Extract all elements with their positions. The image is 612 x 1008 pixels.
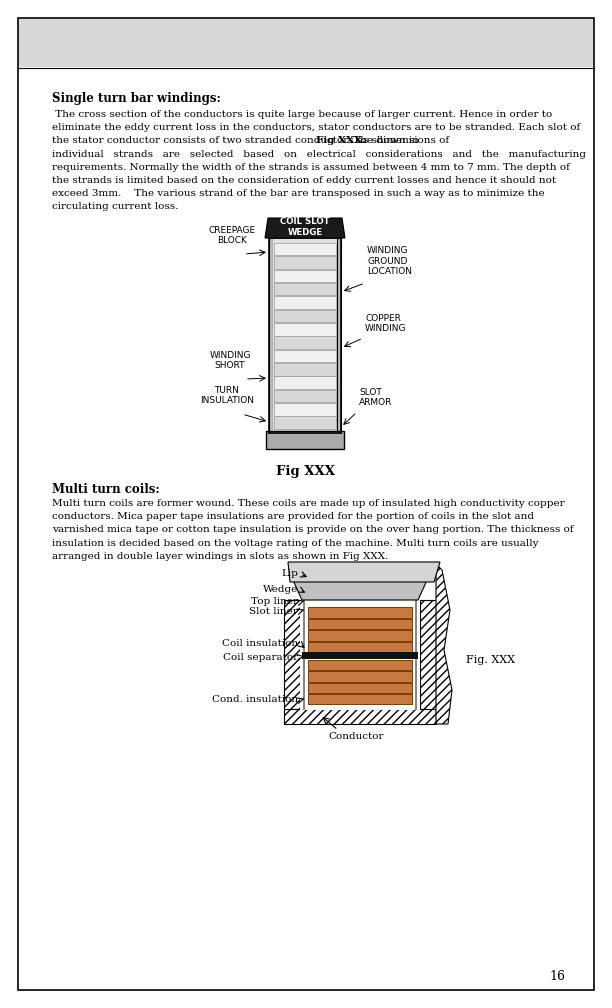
Bar [274, 403, 336, 415]
Text: 16: 16 [549, 970, 565, 983]
Bar [300, 600, 420, 710]
Text: circulating current loss.: circulating current loss. [52, 203, 178, 212]
Text: WINDING
GROUND
LOCATION: WINDING GROUND LOCATION [367, 246, 412, 276]
Bar [274, 416, 336, 429]
Text: SLOT
ARMOR: SLOT ARMOR [359, 388, 392, 407]
Bar [274, 323, 336, 336]
Bar [274, 376, 336, 389]
Text: Multi turn coils are former wound. These coils are made up of insulated high con: Multi turn coils are former wound. These… [52, 499, 565, 508]
Polygon shape [288, 562, 440, 582]
Bar [274, 390, 336, 402]
Text: individual   strands   are   selected   based   on   electrical   considerations: individual strands are selected based on… [52, 149, 586, 158]
Text: Lip: Lip [281, 570, 298, 579]
Bar [308, 641, 412, 652]
Text: COPPER
WINDING: COPPER WINDING [365, 313, 406, 333]
Bar [274, 296, 336, 308]
Text: Multi turn coils:: Multi turn coils: [52, 483, 160, 496]
Bar [274, 309, 336, 323]
Bar [303, 600, 305, 710]
Text: the strands is limited based on the consideration of eddy current losses and hen: the strands is limited based on the cons… [52, 176, 556, 185]
Bar [273, 238, 337, 433]
Bar [266, 431, 344, 449]
Text: WINDING
SHORT: WINDING SHORT [209, 351, 251, 370]
Bar [308, 682, 412, 692]
Text: arranged in double layer windings in slots as shown in Fig XXX.: arranged in double layer windings in slo… [52, 551, 389, 560]
Text: Wedge: Wedge [263, 586, 298, 595]
Bar [274, 283, 336, 295]
Text: requirements. Normally the width of the strands is assumed between 4 mm to 7 mm.: requirements. Normally the width of the … [52, 163, 570, 171]
Text: Fig XXX.: Fig XXX. [316, 136, 365, 145]
Text: conductors. Mica paper tape insulations are provided for the portion of coils in: conductors. Mica paper tape insulations … [52, 512, 534, 521]
Text: the stator conductor consists of two stranded conductors as shown in: the stator conductor consists of two str… [52, 136, 422, 145]
Text: varnished mica tape or cotton tape insulation is provide on the over hang portio: varnished mica tape or cotton tape insul… [52, 525, 573, 534]
Bar [284, 709, 436, 724]
Bar [308, 660, 412, 670]
Bar [284, 600, 300, 710]
Text: Coil insulation: Coil insulation [222, 639, 298, 648]
Bar [337, 238, 341, 433]
Polygon shape [265, 218, 345, 238]
Bar [274, 350, 336, 362]
Text: COIL SLOT
WEDGE: COIL SLOT WEDGE [280, 218, 330, 237]
Text: Fig. XXX: Fig. XXX [466, 655, 515, 665]
Text: The dimensions of: The dimensions of [349, 136, 449, 145]
Bar [308, 607, 412, 618]
Text: CREEPAGE
BLOCK: CREEPAGE BLOCK [209, 226, 256, 245]
Bar [19, 19, 593, 67]
Polygon shape [292, 578, 428, 600]
Bar [415, 600, 417, 710]
Text: Conductor: Conductor [328, 732, 384, 741]
Bar [274, 363, 336, 376]
Text: Slot liner: Slot liner [249, 607, 298, 616]
Bar [308, 694, 412, 704]
Bar [274, 269, 336, 282]
Bar [274, 243, 336, 255]
Text: Coil separator: Coil separator [223, 652, 298, 661]
Text: eliminate the eddy current loss in the conductors, stator conductors are to be s: eliminate the eddy current loss in the c… [52, 123, 580, 132]
Polygon shape [436, 564, 452, 724]
Text: insulation is decided based on the voltage rating of the machine. Multi turn coi: insulation is decided based on the volta… [52, 538, 539, 547]
Text: The cross section of the conductors is quite large because of larger current. He: The cross section of the conductors is q… [52, 110, 552, 119]
Text: Single turn bar windings:: Single turn bar windings: [52, 92, 221, 105]
Bar [302, 652, 418, 659]
Bar [269, 238, 273, 433]
Bar [308, 671, 412, 681]
Text: Fig XXX: Fig XXX [275, 465, 335, 478]
Text: Top liner: Top liner [251, 598, 298, 607]
Bar [308, 630, 412, 640]
Bar [274, 256, 336, 269]
Bar [420, 600, 436, 710]
Bar [274, 337, 336, 349]
Text: Cond. insulation: Cond. insulation [212, 696, 298, 705]
Text: TURN
INSULATION: TURN INSULATION [200, 386, 254, 405]
Text: exceed 3mm.    The various strand of the bar are transposed in such a way as to : exceed 3mm. The various strand of the ba… [52, 190, 545, 199]
Bar [308, 619, 412, 629]
